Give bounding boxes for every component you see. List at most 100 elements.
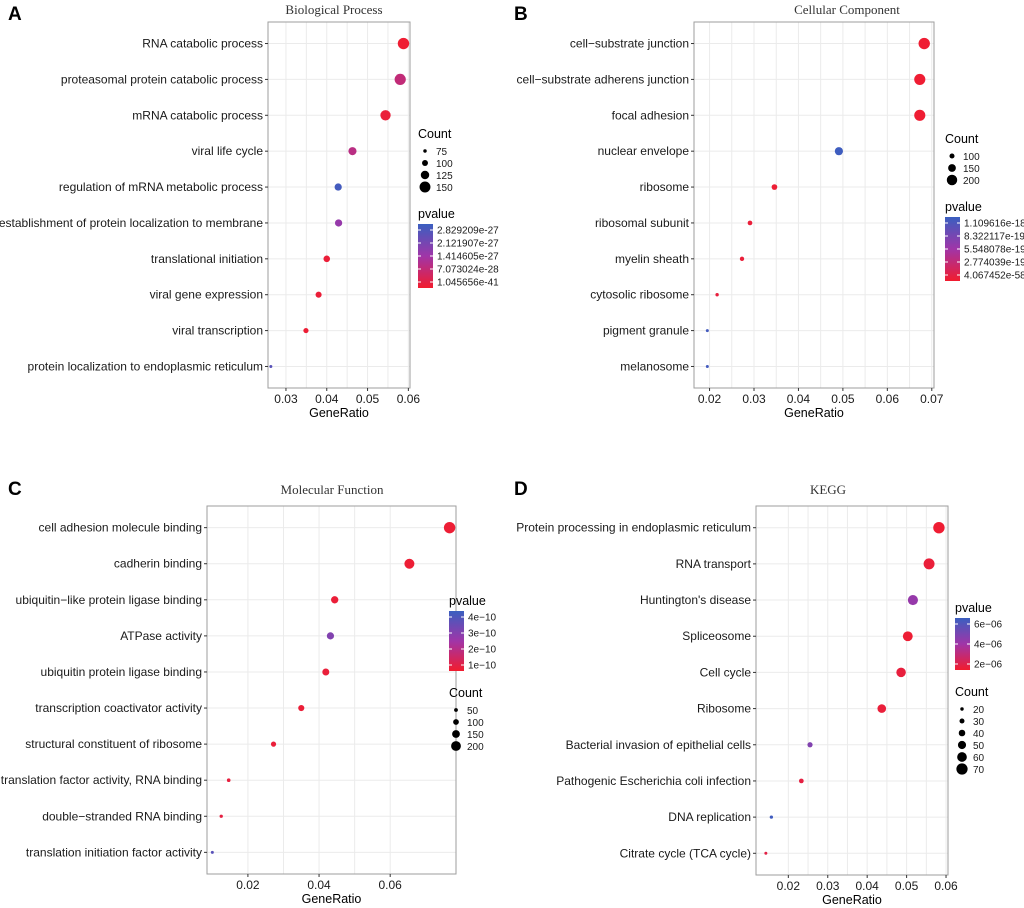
size-legend-dot	[958, 729, 966, 737]
chart-panel-c: C Molecular Function cell adhesion molecul…	[1, 479, 497, 906]
data-point	[315, 291, 322, 298]
size-legend-title: Count	[418, 127, 452, 141]
color-legend-title: pvalue	[955, 601, 992, 615]
data-point	[834, 147, 843, 156]
size-legend-dot	[422, 160, 428, 166]
pvalue-colorbar	[945, 217, 960, 281]
y-tick-label: cell adhesion molecule binding	[39, 521, 202, 535]
y-tick-label: protein localization to endoplasmic reti…	[28, 359, 263, 373]
y-tick-label: structural constituent of ribosome	[25, 737, 202, 751]
color-legend-label: 2e−06	[974, 660, 1003, 671]
x-tick-label: 0.04	[315, 392, 339, 406]
y-tick-label: Bacterial invasion of epithelial cells	[566, 738, 751, 752]
plot-frame	[206, 505, 457, 875]
x-axis-title: GeneRatio	[822, 893, 882, 907]
x-tick-label: 0.06	[379, 878, 403, 892]
chart-title: KEGG	[810, 482, 846, 497]
size-legend-title: Count	[945, 132, 979, 146]
color-legend-label: 8.322117e-19	[964, 232, 1024, 243]
size-legend-dot	[956, 763, 968, 775]
y-tick-label: ribosome	[640, 180, 690, 194]
data-point	[219, 814, 223, 818]
pvalue-colorbar	[418, 224, 433, 288]
data-point	[933, 522, 945, 534]
size-legend-dot	[960, 707, 964, 711]
y-tick-label: RNA catabolic process	[142, 37, 263, 51]
color-legend-label: 5.548078e-19	[964, 245, 1024, 256]
size-legend-dot	[957, 740, 967, 750]
y-tick-label: translation initiation factor activity	[26, 845, 202, 859]
y-tick-label: ubiquitin−like protein ligase binding	[16, 593, 202, 607]
color-legend-title: pvalue	[418, 207, 455, 221]
y-tick-label: melanosome	[620, 359, 689, 373]
color-legend-label: 2e−10	[468, 645, 497, 656]
data-point	[807, 742, 813, 748]
y-tick-label: Huntington's disease	[640, 593, 751, 607]
x-tick-label: 0.05	[831, 392, 855, 406]
x-tick-label: 0.02	[698, 392, 722, 406]
size-legend-label: 50	[467, 706, 479, 717]
data-point	[334, 183, 342, 191]
color-legend-label: 1.109616e-18	[964, 219, 1024, 230]
chart-title: Biological Process	[285, 2, 382, 17]
data-point	[397, 37, 410, 50]
size-legend-dot	[420, 170, 430, 180]
data-point	[210, 850, 214, 854]
y-tick-label: viral life cycle	[192, 144, 264, 158]
size-legend-dot	[959, 718, 965, 724]
data-point	[323, 255, 331, 263]
color-legend-label: 3e−10	[468, 629, 497, 640]
data-point	[914, 73, 926, 85]
data-point	[334, 219, 343, 227]
plot-frame	[755, 505, 949, 876]
size-legend-label: 100	[467, 718, 484, 729]
size-legend-dot	[949, 153, 955, 159]
y-tick-label: double−stranded RNA binding	[42, 809, 202, 823]
y-tick-label: establishment of protein localization to…	[0, 216, 263, 230]
y-tick-label: DNA replication	[668, 810, 751, 824]
color-legend-label: 1e−10	[468, 661, 497, 672]
size-legend-dot	[946, 174, 958, 186]
color-legend-label: 2.829209e-27	[437, 226, 499, 237]
data-point	[394, 73, 406, 86]
y-tick-label: cell−substrate adherens junction	[517, 72, 689, 86]
chart-title: Cellular Component	[794, 2, 900, 17]
size-legend-dot	[453, 719, 459, 725]
size-legend-dot	[454, 708, 458, 712]
y-tick-label: nuclear envelope	[598, 144, 690, 158]
color-legend-label: 1.414605e-27	[437, 252, 499, 263]
data-point	[226, 778, 231, 782]
y-tick-label: translational initiation	[151, 252, 263, 266]
color-legend-label: 7.073024e-28	[437, 265, 499, 276]
color-legend-label: 6e−06	[974, 620, 1003, 631]
y-tick-label: Cell cycle	[700, 665, 752, 679]
data-point	[877, 704, 887, 713]
size-legend-dot	[452, 730, 460, 738]
data-point	[269, 364, 273, 368]
y-tick-label: ribosomal subunit	[595, 216, 690, 230]
data-point	[769, 815, 774, 819]
chart-panel-d: D KEGG Protein processing in endoplasmic r…	[514, 479, 1003, 907]
size-legend-title: Count	[449, 686, 483, 700]
size-legend-label: 200	[467, 742, 484, 753]
y-tick-label: viral transcription	[172, 324, 263, 338]
size-legend-dot	[948, 164, 956, 172]
size-legend-label: 30	[973, 717, 985, 728]
x-tick-label: 0.04	[855, 879, 879, 893]
size-legend-dot	[423, 149, 427, 153]
size-legend-label: 150	[436, 183, 453, 194]
y-tick-label: regulation of mRNA metabolic process	[59, 180, 263, 194]
size-legend-label: 100	[436, 159, 453, 170]
data-point	[298, 704, 305, 712]
size-legend-dot	[957, 752, 967, 762]
y-tick-label: focal adhesion	[612, 108, 689, 122]
y-tick-label: Protein processing in endoplasmic reticu…	[516, 521, 751, 535]
size-legend-label: 150	[963, 164, 980, 175]
color-legend-label: 4e−06	[974, 640, 1003, 651]
data-point	[380, 110, 391, 121]
y-tick-label: pigment granule	[603, 324, 689, 338]
y-tick-label: cadherin binding	[114, 557, 202, 571]
data-point	[896, 667, 906, 678]
y-tick-label: viral gene expression	[150, 288, 263, 302]
